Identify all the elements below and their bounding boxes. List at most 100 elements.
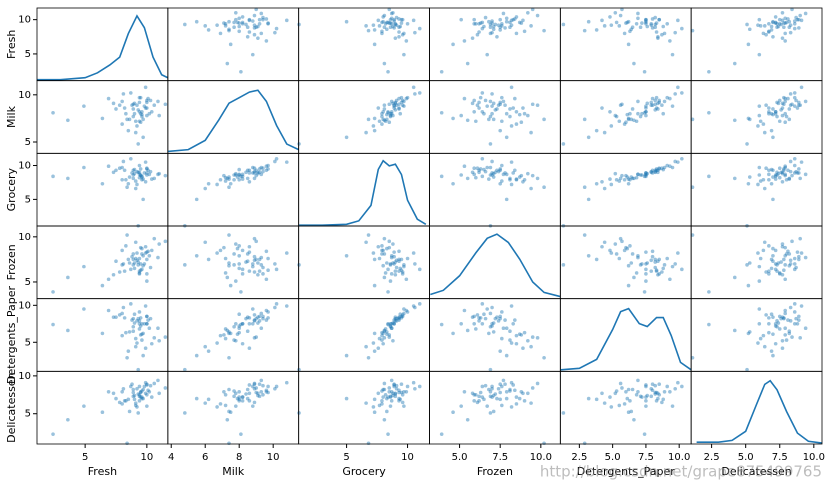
scatter-point	[129, 267, 133, 272]
scatter-point	[617, 119, 622, 124]
scatter-point	[372, 410, 377, 415]
scatter-point	[535, 176, 540, 181]
scatter-point	[511, 383, 516, 387]
scatter-point	[626, 177, 631, 181]
scatter-point	[777, 21, 782, 26]
scatter-point	[146, 318, 150, 322]
scatter-point	[642, 432, 647, 436]
scatter-point	[771, 246, 775, 251]
scatter-point	[613, 391, 618, 396]
scatter-point	[389, 21, 394, 26]
scatter-point	[257, 382, 262, 387]
scatter-point	[393, 101, 398, 106]
scatter-point	[656, 259, 660, 264]
scatter-point	[227, 185, 231, 189]
scatter-point	[141, 253, 145, 258]
scatter-point	[233, 242, 238, 246]
scatter-point	[491, 330, 496, 334]
scatter-point	[266, 384, 270, 389]
scatter-point	[404, 277, 409, 282]
scatter-point	[392, 384, 396, 389]
scatter-point	[382, 13, 387, 18]
scatter-point	[232, 389, 236, 393]
scatter-point	[529, 186, 533, 191]
scatter-point	[780, 170, 785, 175]
scatter-point	[413, 305, 417, 310]
scatter-point	[152, 236, 157, 241]
scatter-point	[513, 388, 517, 393]
scatter-point	[660, 32, 664, 37]
scatter-point	[140, 322, 144, 326]
scatter-point	[799, 251, 804, 255]
scatter-point	[773, 174, 778, 179]
scatter-point	[472, 110, 476, 114]
scatter-point	[126, 182, 131, 186]
scatter-point	[508, 25, 512, 29]
scatter-point	[630, 25, 635, 29]
scatter-point	[504, 197, 509, 202]
scatter-point	[649, 21, 654, 26]
scatter-point	[137, 172, 142, 177]
scatter-point	[771, 175, 775, 179]
scatter-point	[137, 322, 142, 326]
scatter-point	[257, 257, 262, 262]
panel-frame	[429, 7, 561, 82]
scatter-point	[653, 257, 658, 262]
scatter-point	[250, 307, 255, 311]
scatter-point	[140, 267, 144, 272]
scatter-point	[480, 156, 485, 161]
scatter-point	[773, 110, 778, 114]
scatter-point	[381, 117, 385, 122]
scatter-point	[152, 176, 157, 181]
scatter-point	[498, 102, 502, 107]
scatter-point	[372, 257, 377, 262]
scatter-point	[266, 163, 270, 168]
scatter-point	[788, 159, 793, 164]
scatter-point	[240, 395, 245, 399]
scatter-point	[649, 169, 654, 174]
scatter-point	[257, 394, 262, 399]
scatter-point	[771, 353, 775, 358]
scatter-point	[488, 389, 493, 394]
x-tick-label: 10	[267, 452, 280, 463]
scatter-point	[582, 185, 587, 189]
scatter-point	[274, 26, 279, 31]
scatter-point	[157, 113, 161, 118]
scatter-point	[500, 403, 504, 408]
scatter-point	[137, 392, 142, 397]
scatter-point	[366, 28, 371, 33]
scatter-point	[600, 18, 604, 23]
scatter-point	[218, 402, 223, 406]
scatter-point	[792, 163, 797, 168]
scatter-point	[514, 341, 519, 346]
scatter-point	[561, 22, 566, 27]
scatter-point	[649, 100, 654, 105]
scatter-point	[145, 167, 149, 171]
scatter-point	[235, 20, 240, 25]
scatter-point	[653, 265, 658, 270]
x-tick-label: 8	[236, 452, 242, 463]
scatter-point	[477, 394, 481, 399]
scatter-point	[529, 344, 533, 349]
scatter-point	[256, 321, 260, 325]
scatter-point	[82, 264, 86, 269]
scatter-point	[232, 20, 236, 25]
y-axis-label: Detergents_Paper	[5, 285, 18, 384]
scatter-point	[465, 328, 470, 333]
scatter-point	[117, 103, 122, 108]
scatter-point	[654, 399, 659, 403]
scatter-point	[392, 322, 396, 326]
scatter-point	[794, 98, 798, 103]
panel-frame	[690, 370, 823, 445]
scatter-point	[519, 173, 524, 178]
scatter-point	[490, 171, 494, 175]
scatter-point	[402, 104, 406, 108]
scatter-point	[143, 85, 148, 90]
scatter-point	[787, 19, 792, 24]
scatter-point	[252, 166, 257, 171]
scatter-point	[141, 197, 145, 202]
scatter-point	[394, 23, 399, 27]
scatter-point	[405, 310, 410, 314]
scatter-point	[602, 186, 607, 191]
